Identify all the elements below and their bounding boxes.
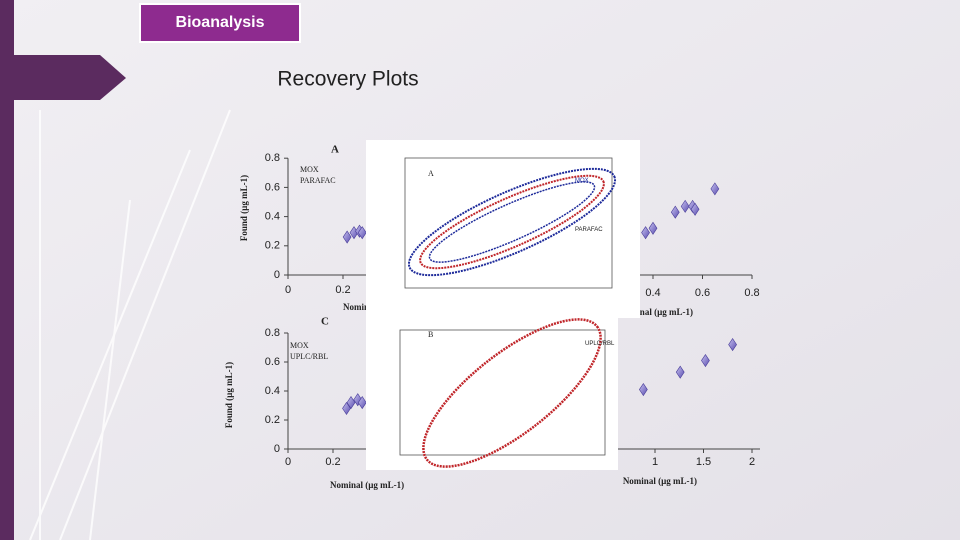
x-tick-label: 0.2 bbox=[335, 284, 350, 296]
data-point bbox=[670, 205, 680, 219]
legend-text: MOX bbox=[290, 341, 309, 350]
y-tick-label: 0.4 bbox=[265, 211, 280, 223]
y-tick-label: 0.8 bbox=[265, 152, 280, 164]
badge-text: Bioanalysis bbox=[176, 14, 265, 31]
y-tick-label: 0.2 bbox=[265, 414, 280, 426]
y-tick-label: 0.8 bbox=[265, 327, 280, 339]
plots: 0 0.2 0.4 0.6 0.8 0 0.2 A MOX PARAFAC Found (µg mL… bbox=[224, 144, 760, 490]
data-point bbox=[690, 202, 700, 216]
data-point bbox=[675, 365, 685, 379]
x-tick-label: 0.6 bbox=[695, 287, 710, 299]
x-tick-label: 0 bbox=[285, 284, 291, 296]
ellipse bbox=[407, 167, 617, 277]
y-tick-label: 0.6 bbox=[265, 356, 280, 368]
x-axis-label: Nominal (µg mL-1) bbox=[330, 480, 404, 490]
data-point bbox=[728, 338, 737, 352]
ellipse bbox=[428, 181, 596, 263]
data-point bbox=[638, 383, 648, 397]
y-tick-label: 0.4 bbox=[265, 385, 280, 397]
inset-legend: UPLC/RBL bbox=[585, 341, 615, 347]
inset-panel: B bbox=[428, 330, 433, 339]
slide-title: Recovery Plots bbox=[277, 68, 418, 91]
y-tick-label: 0.6 bbox=[265, 181, 280, 193]
legend-text: UPLC/RBL bbox=[290, 352, 328, 361]
y-axis-label: Found (µg mL-1) bbox=[239, 175, 249, 241]
data-point bbox=[357, 226, 367, 240]
legend-text: MOX bbox=[300, 165, 319, 174]
x-tick-label: 1.5 bbox=[696, 456, 711, 468]
data-point bbox=[357, 396, 367, 410]
x-axis-label: Nominal (µg mL-1) bbox=[623, 476, 697, 486]
inset-legend: PARAFAC bbox=[575, 227, 603, 233]
arrow-tab bbox=[0, 55, 126, 100]
data-point bbox=[346, 396, 356, 410]
panel-label: A bbox=[331, 144, 339, 156]
data-point bbox=[641, 226, 650, 240]
data-point bbox=[648, 221, 658, 235]
insets: A MOX PARAFAC B UPLC/RBL bbox=[366, 140, 640, 470]
inset-image bbox=[366, 318, 618, 470]
inset-frame bbox=[399, 329, 606, 456]
y-tick-label: 0.2 bbox=[265, 240, 280, 252]
y-tick-label: 0 bbox=[274, 443, 280, 455]
inset-legend: MOX bbox=[575, 178, 589, 184]
legend-text: PARAFAC bbox=[300, 176, 336, 185]
panel-label: C bbox=[321, 316, 329, 328]
data-point bbox=[701, 354, 710, 368]
y-axis-label: Found (µg mL-1) bbox=[224, 362, 234, 428]
side-strip bbox=[0, 0, 14, 540]
data-point bbox=[680, 199, 690, 213]
x-tick-label: 1 bbox=[652, 456, 658, 468]
data-point bbox=[342, 401, 351, 415]
data-point bbox=[342, 230, 352, 244]
inset-panel: A bbox=[428, 169, 434, 178]
x-tick-label: 0 bbox=[285, 456, 291, 468]
x-axis-label: Nominal (µg mL-1) bbox=[619, 307, 693, 317]
x-tick-label: 2 bbox=[749, 456, 755, 468]
ellipse bbox=[422, 318, 602, 468]
x-tick-label: 0.4 bbox=[645, 287, 660, 299]
x-tick-label: 0.8 bbox=[744, 287, 759, 299]
inset-frame bbox=[404, 157, 613, 289]
x-tick-label: 0.2 bbox=[325, 456, 340, 468]
data-point bbox=[710, 182, 720, 196]
ellipse bbox=[419, 174, 605, 270]
y-tick-label: 0 bbox=[274, 269, 280, 281]
badge bbox=[139, 3, 301, 43]
decor-lines bbox=[29, 109, 231, 540]
